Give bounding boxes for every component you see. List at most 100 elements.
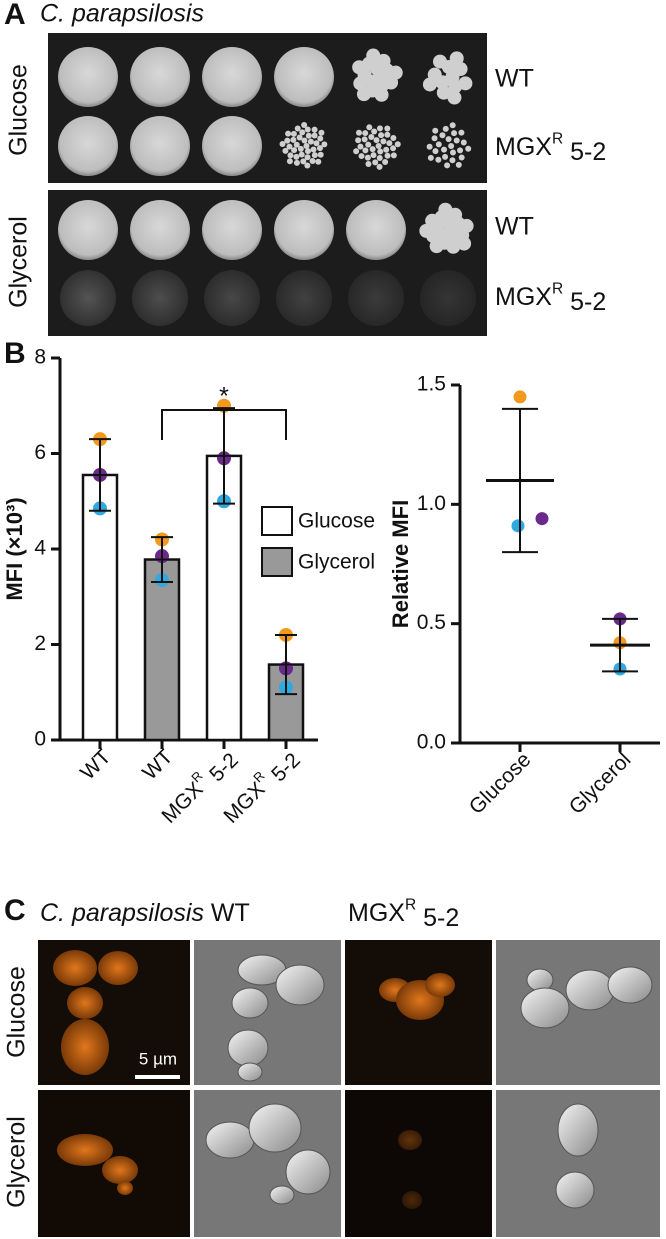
spot xyxy=(130,200,190,260)
spot xyxy=(276,270,332,326)
label-sup: R xyxy=(552,131,563,148)
colony xyxy=(455,161,462,168)
row-label: Glycerol xyxy=(3,1116,31,1208)
colony xyxy=(294,125,301,132)
spot xyxy=(274,200,334,260)
y-axis-label: MFI (×10³) xyxy=(2,497,27,600)
colony xyxy=(431,135,438,142)
colony xyxy=(435,156,442,163)
legend-label: Glucose xyxy=(298,510,375,533)
scale-bar-label: 5 µm xyxy=(139,1049,177,1068)
colony xyxy=(372,159,379,166)
colony xyxy=(293,153,300,160)
y-tick-label: 8 xyxy=(34,346,46,369)
colony xyxy=(307,138,314,145)
spot xyxy=(130,116,190,176)
colony xyxy=(388,65,403,80)
label-rest: 5-2 xyxy=(563,138,606,166)
spot xyxy=(274,47,334,107)
colony xyxy=(435,141,442,148)
y-tick-label: 0 xyxy=(34,728,46,751)
colony xyxy=(353,148,360,155)
colony xyxy=(451,130,458,137)
label-base: MGX xyxy=(495,133,552,161)
colony xyxy=(441,146,448,153)
label-sup: R xyxy=(552,281,563,298)
colony xyxy=(384,152,391,159)
legend-swatch xyxy=(261,506,293,536)
colony xyxy=(296,134,303,141)
colony xyxy=(375,143,382,149)
colony xyxy=(459,218,474,233)
colony xyxy=(453,62,468,77)
y-tick-label: 0.5 xyxy=(417,611,446,634)
colony xyxy=(376,125,383,132)
spot xyxy=(130,47,190,107)
label-base: MGX xyxy=(495,283,552,311)
x-tick-label: WT xyxy=(76,745,115,784)
spot xyxy=(58,200,118,260)
colony xyxy=(318,129,325,136)
y-tick-label: 1.5 xyxy=(417,373,446,396)
colony xyxy=(439,132,446,139)
colony xyxy=(384,131,391,138)
spot xyxy=(202,200,262,260)
colony xyxy=(304,154,311,161)
colony xyxy=(383,146,390,153)
colony xyxy=(432,148,439,155)
colony xyxy=(311,126,318,133)
colony xyxy=(321,141,328,148)
spot xyxy=(132,270,188,326)
colony xyxy=(445,136,452,143)
spot xyxy=(58,47,118,107)
colony xyxy=(449,157,456,164)
colony xyxy=(432,54,447,69)
colony xyxy=(458,76,473,91)
colony xyxy=(446,239,461,254)
colony xyxy=(450,149,457,156)
y-tick-label: 1.0 xyxy=(417,492,446,515)
y-tick-label: 4 xyxy=(34,537,46,560)
x-tick-label: Glucose xyxy=(465,748,536,819)
colony xyxy=(453,137,460,144)
italic-part: C. parapsilosis xyxy=(40,899,204,927)
colony xyxy=(438,202,453,217)
colony xyxy=(460,139,467,146)
significance-label: * xyxy=(219,383,229,411)
strain-label: WT xyxy=(495,213,534,241)
x-tick-label: Glycerol xyxy=(565,748,636,819)
spot xyxy=(420,270,476,326)
colony xyxy=(365,141,372,148)
replicate-point xyxy=(511,519,525,533)
row-label: Glucose xyxy=(3,966,31,1058)
colony xyxy=(369,146,376,153)
colony xyxy=(427,154,434,161)
colony xyxy=(390,134,397,141)
strain-label: MGXR 5-2 xyxy=(495,281,606,316)
colony xyxy=(376,53,391,68)
spot xyxy=(346,200,406,260)
colony xyxy=(290,136,297,143)
colony xyxy=(448,143,455,149)
colony xyxy=(365,160,372,167)
label-rest: 5-2 xyxy=(201,748,243,790)
colony xyxy=(449,51,464,66)
colony xyxy=(390,145,397,152)
colony xyxy=(432,127,439,134)
legend-label: Glycerol xyxy=(298,551,375,574)
y-tick-label: 2 xyxy=(34,632,46,655)
colony xyxy=(358,153,365,160)
colony xyxy=(285,130,292,137)
colony xyxy=(429,239,444,254)
colony xyxy=(317,135,324,142)
column-title: C. parapsilosis WT xyxy=(40,899,250,927)
colony xyxy=(458,154,465,161)
colony xyxy=(442,125,449,132)
colony xyxy=(352,60,367,75)
colony xyxy=(374,87,389,102)
spot xyxy=(202,116,262,176)
significance-bracket xyxy=(161,409,287,440)
colony xyxy=(291,147,298,154)
colony xyxy=(390,152,397,159)
